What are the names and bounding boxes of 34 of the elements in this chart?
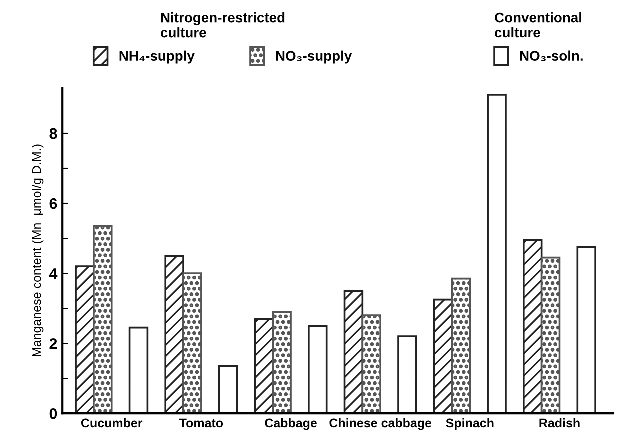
text: Conventional culture — [495, 12, 582, 38]
bar — [128, 326, 149, 414]
bar — [182, 272, 202, 414]
bar — [308, 325, 328, 414]
x-tick-label: Spinach — [446, 418, 494, 430]
y-tick-label: 8 — [50, 128, 58, 140]
bar — [362, 314, 382, 414]
bar — [164, 255, 184, 414]
bar — [523, 239, 543, 414]
bar — [272, 311, 292, 414]
legend-label: NO₃-supply — [276, 50, 352, 64]
bar — [398, 336, 418, 414]
legend-label: NO₃-soln. — [520, 50, 583, 62]
bar — [218, 365, 238, 414]
legend-label: NH₄-supply — [120, 50, 195, 64]
bar — [451, 278, 472, 414]
x-tick-label: Radish — [540, 418, 580, 428]
bar — [540, 256, 561, 414]
y-tick-label: 4 — [49, 268, 58, 280]
y-axis-title: Manganese content (Mn μmol/g D.M.) — [32, 144, 44, 357]
x-tick-label: Cabbage — [265, 418, 317, 430]
x-tick-label: Cucumber — [81, 418, 143, 428]
bar — [576, 246, 596, 414]
x-tick-label: Tomato — [179, 418, 224, 428]
legend-title: Nitrogen-restricted culture — [161, 12, 285, 38]
y-tick-label: 0 — [50, 408, 58, 420]
bar — [75, 266, 95, 414]
x-tick-label: Chinese cabbage — [330, 418, 432, 430]
bar — [344, 290, 364, 414]
y-tick-label: 6 — [50, 198, 58, 210]
bar — [93, 225, 113, 414]
y-tick-label: 2 — [50, 338, 58, 350]
bar — [433, 298, 454, 414]
bar — [487, 94, 507, 414]
